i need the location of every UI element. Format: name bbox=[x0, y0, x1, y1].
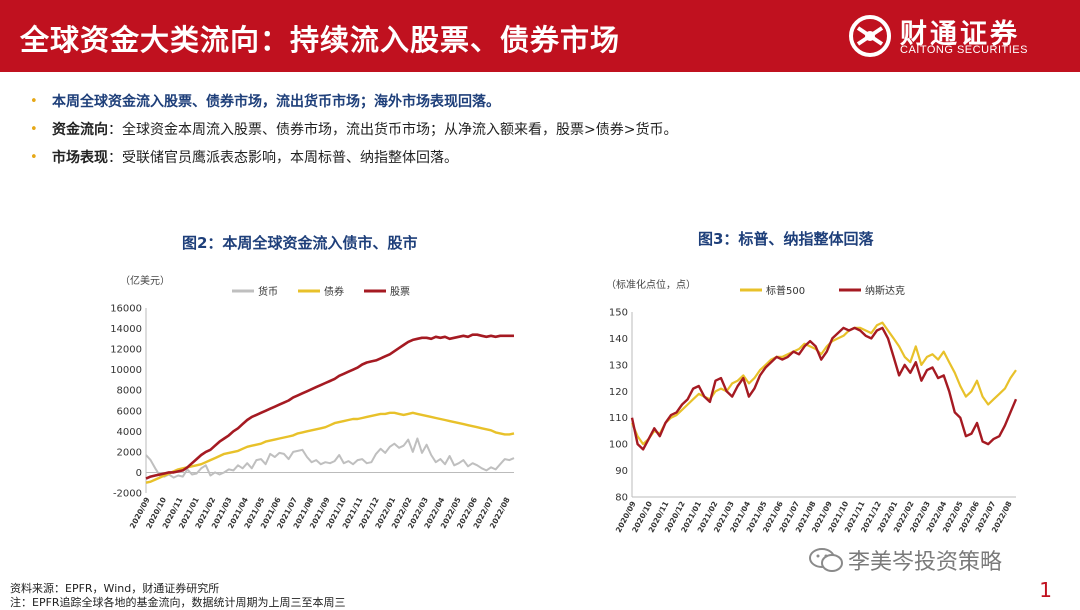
footnote: 注：EPFR追踪全球各地的基金流向，数据统计周期为上周三至本周三 bbox=[10, 596, 346, 609]
y-tick-label: 6000 bbox=[117, 406, 142, 417]
bullet-1-text: 本周全球资金流入股票、债券市场，流出货币市场；海外市场表现回落。 bbox=[52, 94, 500, 110]
bullet-2-text: ：全球资金本周流入股票、债券市场，流出货币市场；从净流入额来看，股票>债券>货币… bbox=[108, 122, 678, 138]
index-performance-chart: （标准化点位，点） 标普500 纳斯达克 80 90 100 110 120 130 140 150… bbox=[606, 278, 1018, 534]
bullet-dot-icon: • bbox=[30, 122, 38, 137]
company-logo: 财通证券 CAITONG SECURITIES bbox=[848, 12, 1058, 60]
y-tick-label: 90 bbox=[615, 466, 628, 477]
summary-bullets: • 本周全球资金流入股票、债券市场，流出货币市场；海外市场表现回落。 • 资金流… bbox=[28, 88, 1058, 172]
series-line-1 bbox=[145, 437, 515, 479]
header-bar: 全球资金大类流向：持续流入股票、债券市场 财通证券 CAITONG SECURI… bbox=[0, 0, 1080, 72]
y-tick-label: 14000 bbox=[110, 324, 142, 335]
y-tick-label: 16000 bbox=[110, 304, 142, 315]
y-axis-label: （标准化点位，点） bbox=[606, 278, 696, 291]
bullet-dot-icon: • bbox=[30, 150, 38, 165]
page-number: 1 bbox=[1039, 578, 1052, 602]
source-note: 资料来源：EPFR，Wind，财通证券研究所 bbox=[10, 582, 220, 595]
series-line-2 bbox=[630, 326, 1018, 451]
logo-chinese-text: 财通证券 bbox=[900, 19, 1020, 50]
bullet-3-label: 市场表现 bbox=[52, 150, 108, 166]
fund-flow-chart: （亿美元） 货币 债券 股票 -2000 0 2000 4000 6000 8000 10000 12… bbox=[110, 274, 515, 530]
chart-2-title: 图2：本周全球资金流入债市、股市 bbox=[182, 234, 418, 252]
legend-label: 纳斯达克 bbox=[865, 284, 905, 297]
y-tick-label: 4000 bbox=[117, 427, 142, 438]
wechat-watermark-icon bbox=[809, 548, 843, 572]
y-tick-label: 8000 bbox=[117, 386, 142, 397]
series-line-3 bbox=[145, 333, 514, 480]
page-title: 全球资金大类流向：持续流入股票、债券市场 bbox=[20, 23, 621, 57]
y-tick-label: 80 bbox=[615, 493, 628, 504]
legend-label: 货币 bbox=[258, 285, 278, 298]
bullet-2-label: 资金流向 bbox=[52, 122, 108, 138]
y-tick-label: 0 bbox=[136, 468, 142, 479]
chart-3-title: 图3：标普、纳指整体回落 bbox=[698, 230, 874, 248]
legend-label: 标普500 bbox=[766, 284, 805, 297]
bullet-dot-icon: • bbox=[30, 94, 38, 109]
bullet-3: • 市场表现：受联储官员鹰派表态影响，本周标普、纳指整体回落。 bbox=[28, 144, 1058, 172]
bullet-3-text: ：受联储官员鹰派表态影响，本周标普、纳指整体回落。 bbox=[108, 150, 458, 166]
y-tick-label: 120 bbox=[609, 387, 628, 398]
series-line-2 bbox=[145, 411, 515, 484]
watermark-text: 李美岑投资策略 bbox=[848, 550, 1003, 575]
y-tick-label: 140 bbox=[609, 334, 628, 345]
legend-label: 股票 bbox=[390, 286, 410, 298]
y-tick-label: 130 bbox=[609, 360, 628, 371]
y-tick-label: 12000 bbox=[110, 345, 142, 356]
bullet-1: • 本周全球资金流入股票、债券市场，流出货币市场；海外市场表现回落。 bbox=[28, 88, 1058, 116]
caitong-logo-icon bbox=[849, 15, 891, 57]
legend-label: 债券 bbox=[324, 285, 344, 298]
logo-english-text: CAITONG SECURITIES bbox=[900, 44, 1028, 56]
y-tick-label: 150 bbox=[609, 308, 628, 319]
y-tick-label: 2000 bbox=[117, 447, 142, 458]
y-tick-label: 110 bbox=[609, 413, 628, 424]
series-line-1 bbox=[630, 321, 1017, 446]
y-tick-label: -2000 bbox=[113, 489, 142, 500]
y-tick-label: 10000 bbox=[110, 365, 142, 376]
y-axis-label: （亿美元） bbox=[120, 274, 170, 287]
bullet-2: • 资金流向：全球资金本周流入股票、债券市场，流出货币市场；从净流入额来看，股票… bbox=[28, 116, 1058, 144]
y-tick-label: 100 bbox=[609, 440, 628, 451]
